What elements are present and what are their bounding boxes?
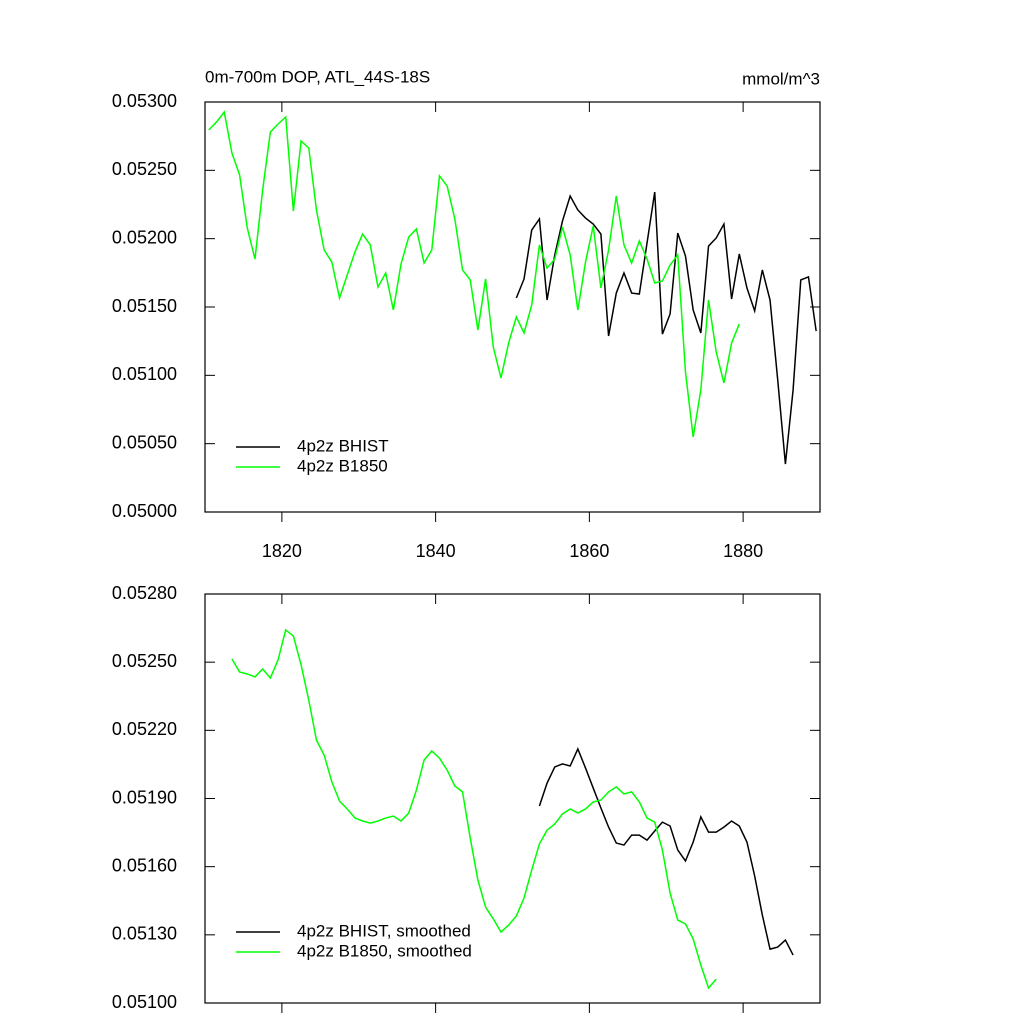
data-line [208, 110, 740, 438]
y-tick-label: 0.05280 [112, 583, 177, 603]
y-tick-label: 0.05050 [112, 432, 177, 452]
x-tick-label: 1820 [262, 541, 302, 561]
y-tick-label: 0.05000 [112, 501, 177, 521]
y-tick-label: 0.05200 [112, 227, 177, 247]
y-tick-label: 0.05190 [112, 787, 177, 807]
x-tick-label: 1840 [416, 541, 456, 561]
units-label: mmol/m^3 [742, 69, 820, 88]
y-tick-label: 0.05100 [112, 364, 177, 384]
y-tick-label: 0.05220 [112, 719, 177, 739]
legend-label: 4p2z B1850 [297, 456, 388, 475]
legend-label: 4p2z BHIST, smoothed [297, 921, 471, 940]
legend-label: 4p2z BHIST [297, 436, 389, 455]
y-tick-label: 0.05150 [112, 296, 177, 316]
legend-label: 4p2z B1850, smoothed [297, 941, 472, 960]
y-tick-label: 0.05130 [112, 924, 177, 944]
y-tick-label: 0.05100 [112, 992, 177, 1012]
y-tick-label: 0.05250 [112, 651, 177, 671]
x-tick-label: 1860 [569, 541, 609, 561]
x-tick-label: 1880 [723, 541, 763, 561]
y-tick-label: 0.05160 [112, 855, 177, 875]
data-line [231, 628, 717, 990]
chart-title: 0m-700m DOP, ATL_44S-18S [205, 67, 430, 86]
data-line [515, 191, 817, 465]
y-tick-label: 0.05300 [112, 91, 177, 111]
data-line [538, 747, 794, 956]
y-tick-label: 0.05250 [112, 159, 177, 179]
